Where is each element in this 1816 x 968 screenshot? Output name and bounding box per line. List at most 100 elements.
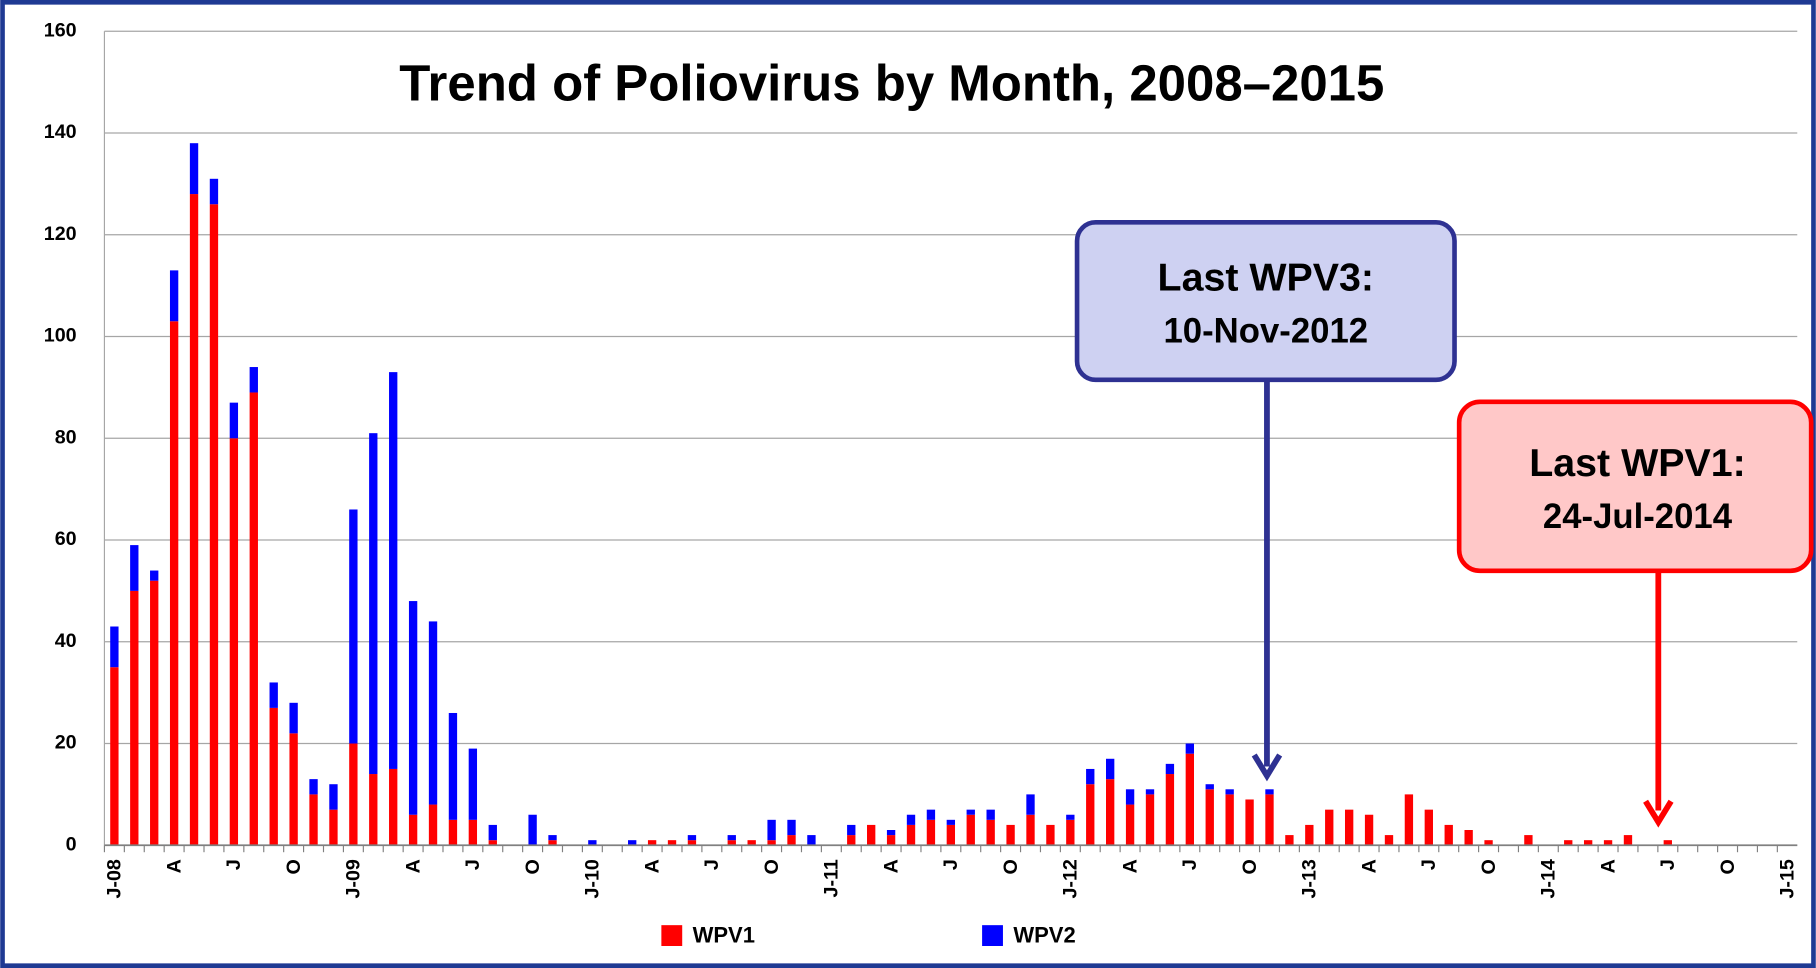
bar-segment [1066, 819, 1075, 846]
x-tick-label: O [1239, 859, 1261, 874]
bar-segment [189, 194, 199, 846]
x-tick-label: J-09 [343, 859, 365, 898]
bar-segment [1663, 840, 1672, 846]
bar-segment [628, 840, 637, 846]
bar-segment [1086, 768, 1095, 785]
bar-segment [1145, 789, 1155, 795]
bar-segment [1524, 835, 1533, 846]
bar-segment [1384, 835, 1394, 846]
y-tick-label: 140 [44, 121, 77, 143]
y-tick-label: 100 [44, 325, 77, 347]
bar-segment [229, 402, 239, 439]
y-tick-label: 40 [55, 630, 77, 652]
bar-segment [966, 814, 975, 846]
x-tick-label: J-11 [821, 859, 843, 897]
bar-segment [229, 438, 239, 846]
bar-segment [289, 733, 298, 846]
bar-segment [448, 712, 458, 820]
bar-segment [209, 178, 219, 205]
x-tick-label: J-13 [1299, 859, 1321, 898]
bar-segment [847, 824, 856, 836]
bar-segment [886, 835, 896, 846]
bar-segment [548, 840, 557, 846]
bar-segment [886, 830, 896, 836]
x-tick-label: A [163, 859, 185, 873]
bar-segment [1484, 840, 1493, 846]
x-tick-label: O [522, 859, 544, 874]
bar-segment [906, 824, 916, 846]
bar-segment [488, 824, 497, 841]
x-tick-label: A [641, 859, 663, 873]
bar-segment [428, 804, 438, 846]
bar-segment [349, 743, 358, 846]
bar-segment [408, 601, 418, 815]
bar-segment [309, 794, 318, 846]
bar-segment [1225, 794, 1234, 846]
bar-segment [807, 835, 816, 846]
bar-segment [1603, 840, 1613, 846]
bar-segment [787, 819, 796, 836]
x-tick-label: A [402, 859, 424, 873]
bar-segment [966, 809, 975, 815]
bar-segment [1623, 835, 1633, 846]
y-tick-label: 60 [55, 528, 77, 550]
bar-segment [488, 840, 497, 846]
bar-segment [906, 814, 916, 825]
bar-segment [1305, 824, 1314, 846]
arrow-head-wpv3 [1251, 753, 1283, 782]
bar-segment [169, 321, 179, 846]
bar-segment [787, 835, 796, 846]
chart-title: Trend of Poliovirus by Month, 2008–2015 [399, 54, 1384, 111]
bar-segment [269, 707, 278, 846]
bar-segment [1026, 794, 1035, 815]
bar-segment [1165, 763, 1175, 775]
bar-segment [1225, 789, 1234, 795]
annotation-box-wpv3 [1074, 220, 1457, 383]
legend-label: WPV1 [693, 923, 755, 948]
bar-segment [1424, 809, 1433, 846]
x-tick-label: J [223, 859, 245, 870]
bar-segment [389, 372, 398, 769]
bar-segment [548, 835, 557, 841]
bar-segment [269, 682, 278, 708]
bar-segment [130, 545, 139, 591]
bars [110, 143, 1672, 846]
bar-segment [528, 814, 537, 846]
bar-segment [588, 840, 597, 846]
bar-segment [946, 819, 956, 825]
bar-segment [349, 509, 358, 744]
bar-segment [1185, 753, 1194, 846]
bar-segment [1106, 779, 1115, 846]
legend: WPV1 WPV2 [661, 923, 1076, 948]
bar-segment [130, 590, 139, 846]
x-tick-label: O [1000, 859, 1022, 874]
bar-segment [369, 774, 378, 846]
bar-segment [767, 819, 776, 841]
x-tick-label: J-08 [104, 859, 126, 898]
y-tick-label: 80 [55, 426, 77, 448]
bar-segment [1444, 824, 1453, 846]
bar-segment [150, 580, 159, 846]
bar-segment [468, 819, 478, 846]
bar-segment [767, 840, 776, 846]
bar-segment [1066, 814, 1075, 820]
arrow-head-wpv1 [1643, 799, 1674, 828]
bar-segment [369, 433, 378, 775]
bar-segment [847, 835, 856, 846]
bar-segment [1265, 794, 1274, 846]
bar-segment [867, 824, 876, 846]
bar-segment [428, 621, 438, 805]
x-tick-label: O [761, 859, 783, 874]
x-tick-label: J [701, 859, 723, 870]
bar-segment [727, 840, 736, 846]
bar-segment [1245, 799, 1254, 846]
bar-segment [189, 143, 199, 195]
bar-segment [926, 809, 936, 820]
bar-segment [1026, 814, 1035, 846]
bar-segment [1364, 814, 1374, 846]
bar-segment [389, 768, 398, 846]
annotation-text: Last WPV1: [1529, 441, 1746, 485]
y-tick-label: 160 [44, 19, 77, 41]
x-tick-label: J-10 [582, 859, 604, 898]
